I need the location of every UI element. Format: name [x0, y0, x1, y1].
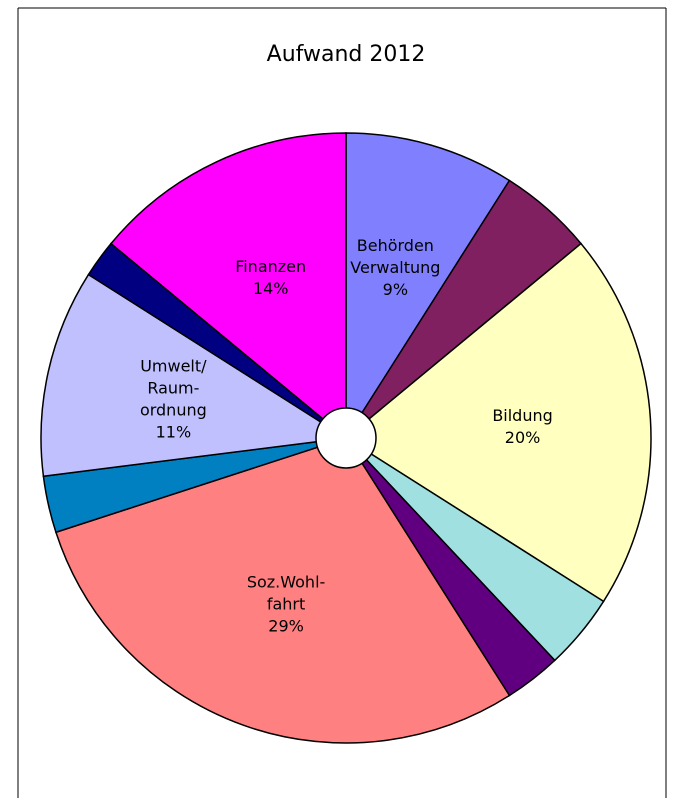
slice-label-line: 11%	[156, 422, 192, 441]
chart-title: Aufwand 2012	[267, 42, 426, 67]
slice-label-line: ordnung	[140, 400, 207, 419]
center-hole	[315, 407, 377, 469]
slice-label: Behörden Verwaltung 9%	[350, 236, 440, 299]
slice-label: Soz.Wohl-fahrt 29%	[247, 572, 325, 635]
slice-label-line: Bildung	[492, 405, 552, 424]
pie-slice	[109, 132, 347, 440]
slice-label: Umwelt/Raum-ordnung 11%	[140, 356, 207, 441]
pie-slice	[345, 132, 511, 441]
slice-label-line: Verwaltung	[350, 258, 440, 277]
slice-label-line: 29%	[268, 616, 304, 635]
pie-slice	[40, 273, 349, 478]
pie-slice	[54, 437, 511, 744]
slice-label-line: Umwelt/	[140, 356, 207, 375]
slice-label-line: Soz.Wohl-	[247, 572, 325, 591]
slice-label-line: 20%	[505, 427, 541, 446]
slice-label-line: 14%	[253, 278, 289, 297]
slice-label: Finanzen 14%	[235, 256, 306, 297]
slice-label-line: fahrt	[267, 594, 305, 613]
pie-slice	[344, 242, 652, 603]
slice-label-line: 9%	[383, 280, 408, 299]
slice-label: Bildung 20%	[492, 405, 552, 446]
slice-label-line: Raum-	[147, 378, 199, 397]
slice-label-line: Behörden	[357, 236, 434, 255]
slice-label-line: Finanzen	[235, 256, 306, 275]
